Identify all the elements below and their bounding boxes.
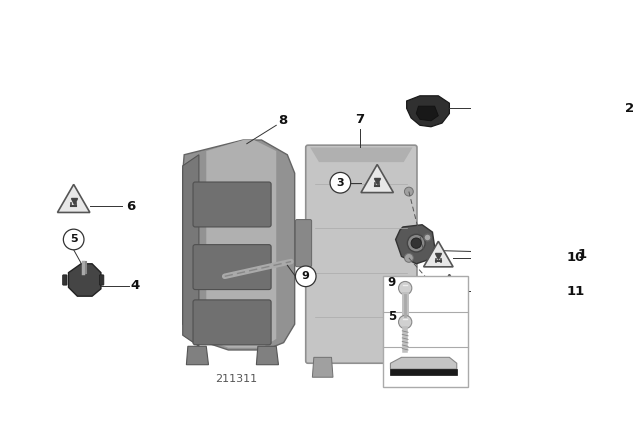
FancyBboxPatch shape — [296, 220, 312, 267]
Polygon shape — [312, 358, 333, 377]
Polygon shape — [390, 358, 410, 377]
Polygon shape — [310, 147, 413, 162]
Polygon shape — [390, 369, 457, 375]
Text: 7: 7 — [355, 113, 364, 126]
FancyBboxPatch shape — [306, 145, 417, 363]
Circle shape — [296, 266, 316, 287]
Polygon shape — [405, 304, 435, 329]
Text: 2: 2 — [625, 102, 634, 115]
Circle shape — [404, 254, 413, 263]
Circle shape — [408, 234, 425, 252]
Text: 5: 5 — [388, 310, 396, 323]
FancyBboxPatch shape — [193, 245, 271, 289]
Polygon shape — [435, 275, 464, 300]
Polygon shape — [424, 241, 453, 267]
Polygon shape — [257, 346, 278, 365]
Text: 5: 5 — [70, 234, 77, 245]
FancyBboxPatch shape — [193, 182, 271, 227]
FancyBboxPatch shape — [99, 275, 104, 285]
Polygon shape — [186, 346, 209, 365]
Polygon shape — [206, 140, 276, 348]
Text: 1: 1 — [577, 248, 586, 261]
Text: 10: 10 — [567, 251, 586, 264]
Polygon shape — [182, 140, 294, 350]
Circle shape — [404, 187, 413, 196]
Polygon shape — [416, 106, 438, 121]
Circle shape — [63, 229, 84, 250]
FancyBboxPatch shape — [63, 275, 67, 285]
Polygon shape — [396, 225, 435, 264]
Text: 6: 6 — [127, 200, 136, 213]
Text: 9: 9 — [302, 271, 310, 281]
Circle shape — [399, 281, 412, 295]
Text: 4: 4 — [131, 280, 140, 293]
Polygon shape — [58, 185, 90, 212]
Circle shape — [411, 238, 421, 248]
Polygon shape — [406, 96, 449, 127]
Text: 12: 12 — [393, 321, 412, 334]
Circle shape — [404, 320, 413, 329]
Polygon shape — [390, 358, 457, 369]
Text: 11: 11 — [567, 284, 585, 297]
Circle shape — [399, 315, 412, 329]
Text: 8: 8 — [278, 114, 287, 127]
FancyBboxPatch shape — [193, 300, 271, 345]
Polygon shape — [68, 264, 101, 296]
Polygon shape — [361, 164, 394, 193]
Text: 9: 9 — [388, 276, 396, 289]
FancyBboxPatch shape — [383, 276, 468, 387]
Polygon shape — [182, 155, 199, 346]
Text: 3: 3 — [337, 178, 344, 188]
Circle shape — [330, 172, 351, 193]
Text: 211311: 211311 — [214, 375, 257, 384]
